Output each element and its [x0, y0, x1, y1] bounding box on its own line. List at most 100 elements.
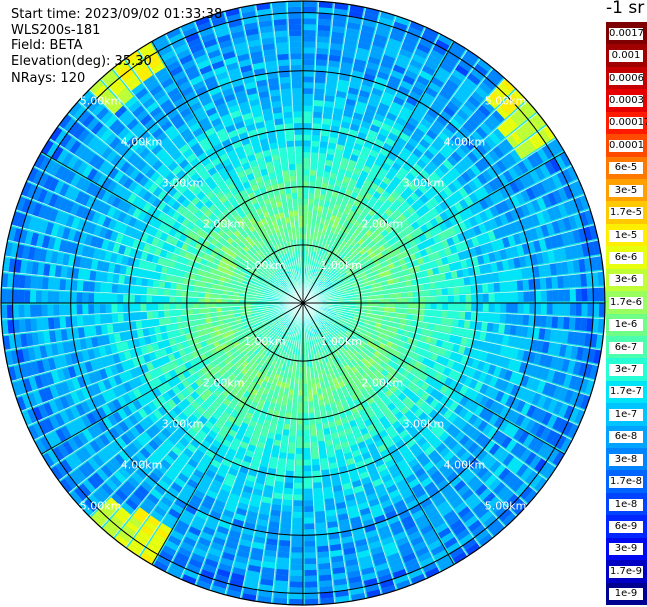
ppi-cell: [535, 225, 544, 239]
ppi-cell: [405, 280, 412, 286]
ppi-cell: [326, 257, 332, 264]
ppi-cell: [429, 316, 436, 324]
ppi-cell: [424, 309, 431, 316]
ppi-cell: [135, 277, 143, 286]
ppi-cell: [380, 97, 392, 107]
ppi-cell: [524, 172, 536, 186]
ppi-cell: [388, 166, 398, 176]
ppi-cell: [507, 167, 519, 180]
ppi-cell: [512, 89, 527, 104]
ppi-cell: [333, 155, 342, 163]
ppi-cell: [343, 303, 350, 306]
ppi-cell: [401, 308, 408, 314]
ppi-cell: [419, 70, 433, 81]
ppi-cell: [314, 493, 324, 501]
ppi-cell: [407, 297, 414, 303]
ppi-cell: [488, 132, 501, 145]
ppi-cell: [304, 540, 316, 547]
ppi-cell: [397, 152, 408, 162]
ppi-cell: [446, 318, 454, 326]
ppi-cell: [503, 223, 513, 236]
ppi-cell: [331, 270, 338, 276]
ppi-cell: [361, 226, 369, 234]
ppi-cell: [385, 43, 400, 53]
ppi-cell: [561, 261, 569, 275]
ppi-cell: [458, 198, 469, 210]
ppi-cell: [465, 167, 477, 180]
ppi-cell: [146, 287, 153, 296]
ppi-cell: [47, 277, 55, 290]
ppi-cell: [549, 157, 561, 173]
ppi-cell: [332, 14, 347, 22]
ppi-cell: [562, 216, 572, 231]
ppi-cell: [355, 207, 363, 215]
ppi-cell: [498, 271, 505, 282]
ppi-cell: [59, 316, 67, 329]
ppi-cell: [314, 505, 325, 512]
ppi-cell: [64, 292, 71, 303]
ppi-cell: [423, 190, 434, 200]
ppi-cell: [387, 37, 402, 48]
ppi-cell: [306, 227, 311, 234]
ppi-cell: [340, 157, 349, 165]
ppi-cell: [564, 303, 571, 316]
ppi-cell: [493, 176, 504, 189]
ppi-cell: [463, 320, 471, 329]
ppi-cell: [481, 100, 495, 113]
ppi-cell: [312, 204, 318, 212]
ppi-cell: [434, 281, 442, 289]
ppi-cell: [356, 245, 364, 253]
ppi-cell: [354, 227, 361, 235]
ppi-cell: [437, 265, 445, 274]
ppi-cell: [445, 170, 456, 182]
ppi-cell: [295, 459, 303, 466]
ppi-cell: [368, 262, 376, 269]
ppi-cell: [393, 217, 402, 226]
ppi-cell: [344, 170, 353, 178]
ppi-cell: [384, 137, 395, 147]
ppi-cell: [278, 458, 287, 465]
ppi-cell: [321, 463, 330, 471]
ppi-cell: [477, 58, 492, 72]
ppi-cell: [356, 215, 364, 223]
ppi-cell: [384, 298, 391, 303]
ppi-cell: [523, 291, 530, 302]
ppi-cell: [501, 259, 510, 270]
ppi-cell: [481, 321, 488, 331]
ppi-cell: [30, 276, 38, 289]
ppi-cell: [339, 162, 347, 171]
ppi-cell: [169, 310, 176, 317]
ppi-cell: [348, 274, 355, 279]
ppi-cell: [311, 216, 317, 223]
ppi-cell: [316, 42, 329, 49]
ppi-cell: [430, 76, 444, 88]
ppi-cell: [338, 73, 350, 82]
ppi-cell: [412, 290, 419, 297]
ppi-cell: [566, 165, 579, 181]
ppi-cell: [443, 218, 453, 229]
ppi-cell: [295, 453, 303, 460]
ppi-cell: [41, 290, 48, 303]
ppi-cell: [372, 229, 381, 237]
ppi-cell: [342, 291, 349, 295]
ppi-cell: [140, 295, 147, 303]
ppi-cell: [402, 74, 415, 85]
ppi-cell: [313, 105, 323, 113]
ppi-cell: [390, 69, 404, 80]
ppi-cell: [332, 240, 338, 248]
ppi-cell: [438, 131, 450, 143]
ppi-cell: [313, 277, 318, 283]
ppi-cell: [559, 152, 572, 167]
ppi-cell: [510, 131, 523, 145]
ppi-cell: [337, 230, 344, 238]
ppi-cell: [465, 303, 472, 311]
ppi-cell: [338, 279, 345, 285]
ppi-cell: [415, 271, 423, 279]
ppi-cell: [584, 257, 592, 272]
ppi-cell: [299, 384, 303, 391]
ppi-cell: [434, 167, 445, 178]
ppi-cell: [324, 291, 330, 295]
ppi-cell: [366, 306, 373, 310]
ppi-cell: [291, 540, 303, 547]
ppi-cell: [354, 53, 368, 62]
